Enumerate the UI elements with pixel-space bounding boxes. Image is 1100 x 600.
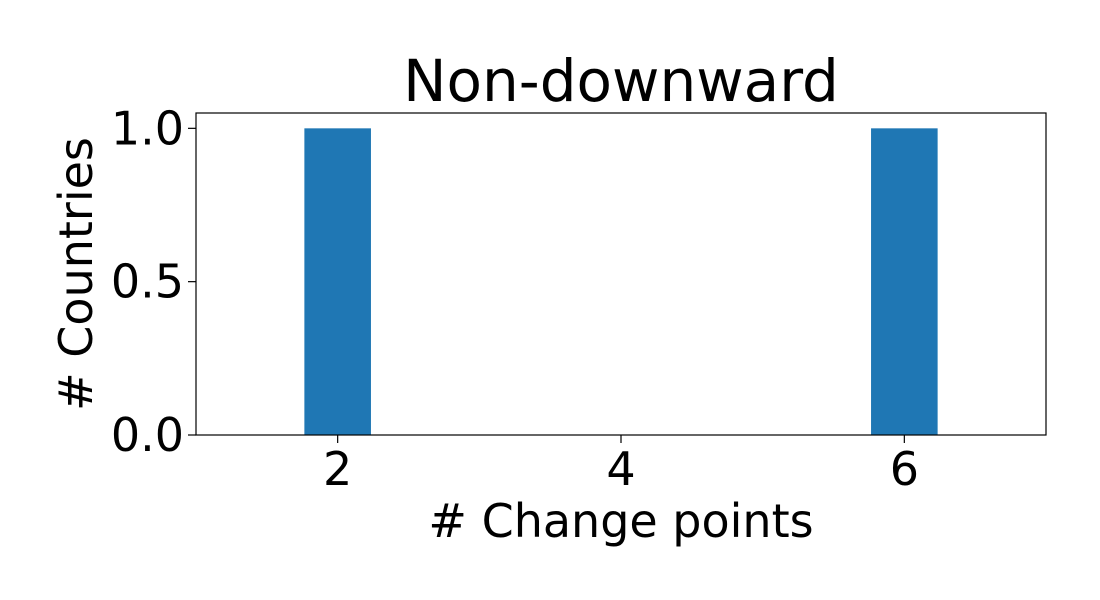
y-axis-label: # Countries	[49, 137, 103, 411]
chart-title: Non-downward	[403, 47, 839, 115]
x-axis: 2 4 6	[323, 435, 919, 496]
bars-group	[304, 128, 938, 436]
y-tick-label: 0.5	[111, 255, 184, 309]
y-tick-label: 0.0	[111, 408, 184, 462]
bar-x-2	[304, 128, 371, 436]
x-tick-label: 4	[606, 442, 635, 496]
bar-x-6	[871, 128, 938, 436]
x-tick-label: 2	[323, 442, 352, 496]
x-tick-label: 6	[890, 442, 919, 496]
x-axis-label: # Change points	[428, 494, 813, 548]
y-tick-label: 1.0	[111, 101, 184, 155]
y-axis: 0.0 0.5 1.0	[111, 101, 196, 462]
